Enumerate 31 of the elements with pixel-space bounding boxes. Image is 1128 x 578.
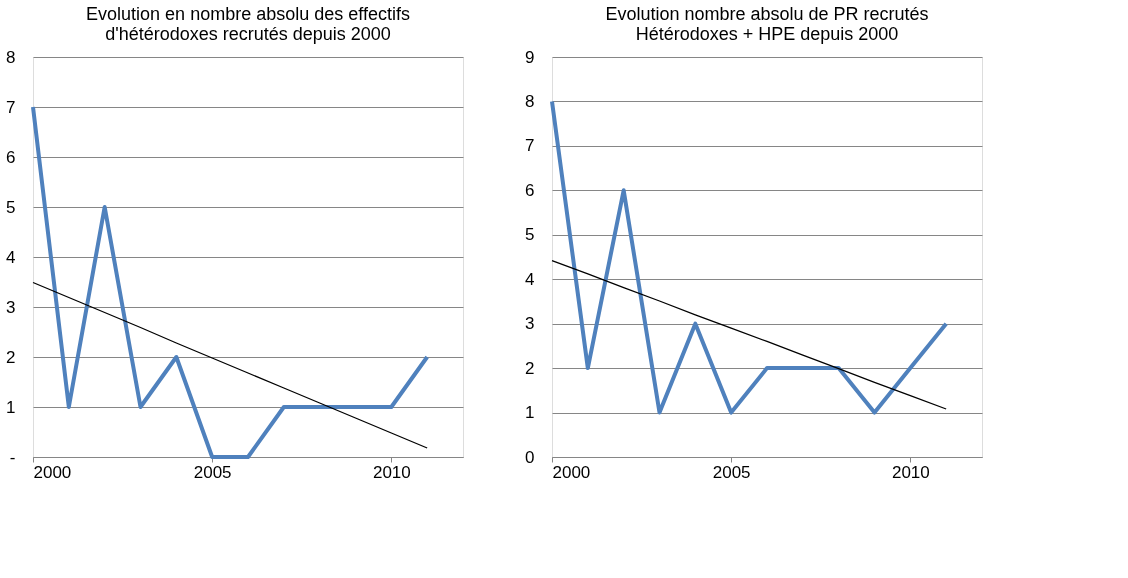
chart-title: Evolution nombre absolu de PR recrutés Hétérodoxes + HPE depuis 2000: [605, 4, 929, 44]
y-tick-label: 7: [6, 97, 16, 117]
x-tick-label: 2010: [891, 462, 930, 482]
x-tick-label: 2000: [33, 462, 72, 482]
x-tick-label: 2010: [372, 462, 411, 482]
line-series: [550, 99, 949, 415]
x-tick-label: 2005: [193, 462, 232, 482]
y-tick-label: 4: [6, 247, 16, 267]
y-tick-label: 3: [525, 314, 535, 334]
y-tick-label: 7: [525, 136, 535, 156]
y-tick-label: 2: [6, 347, 16, 367]
line-series: [32, 281, 428, 449]
y-tick-label: 8: [525, 91, 535, 111]
x-tick-label: 2005: [712, 462, 751, 482]
y-tick-label: 2: [525, 358, 535, 378]
y-tick-label: 0: [525, 447, 535, 467]
line-series: [551, 259, 947, 410]
y-tick-label: -: [9, 447, 16, 467]
y-tick-label: 6: [525, 180, 535, 200]
y-tick-label: 5: [6, 197, 16, 217]
y-tick-label: 1: [6, 397, 16, 417]
y-tick-label: 9: [525, 47, 535, 67]
y-tick-label: 4: [525, 269, 535, 289]
y-tick-label: 5: [525, 225, 535, 245]
x-tick-label: 2000: [552, 462, 591, 482]
line-series: [31, 105, 430, 459]
chart-title: Evolution en nombre absolu des effectifs d'hétérodoxes recrutés depuis 2000: [86, 4, 410, 44]
y-tick-label: 1: [525, 403, 535, 423]
y-tick-label: 8: [6, 47, 16, 67]
y-tick-label: 6: [6, 147, 16, 167]
y-tick-label: 3: [6, 297, 16, 317]
